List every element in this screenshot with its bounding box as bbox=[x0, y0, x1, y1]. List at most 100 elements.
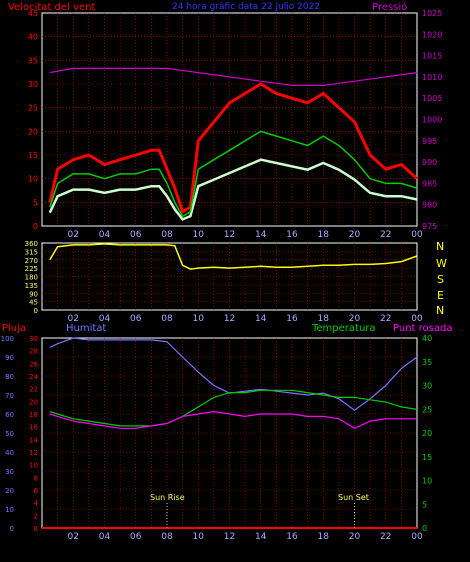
y-tick-rain: 2 bbox=[34, 512, 38, 520]
x-tick-label-p1: 14 bbox=[255, 230, 267, 240]
y-tick-humidity: 20 bbox=[5, 487, 14, 495]
x-tick-label-p2: 14 bbox=[255, 314, 267, 324]
x-tick-label-p2: 20 bbox=[349, 314, 361, 324]
y-tick-temperature: 25 bbox=[422, 405, 432, 414]
series-dewpoint bbox=[49, 410, 417, 429]
series-humidity bbox=[49, 337, 418, 411]
x-tick-label-p3: 16 bbox=[286, 532, 298, 542]
y-tick-wind: 30 bbox=[28, 80, 38, 89]
y-tick-direction: 225 bbox=[25, 265, 38, 273]
y-tick-temperature: 10 bbox=[422, 477, 432, 486]
y-tick-direction: 315 bbox=[25, 248, 38, 256]
y-tick-direction: 0 bbox=[34, 307, 38, 315]
y-tick-wind: 25 bbox=[28, 104, 38, 113]
y-tick-rain: 20 bbox=[29, 398, 38, 406]
dir-letter-e: E bbox=[437, 289, 444, 302]
y-tick-humidity: 40 bbox=[5, 449, 14, 457]
x-tick-label-p3: 00 bbox=[411, 532, 423, 542]
x-tick-label-p1: 16 bbox=[286, 230, 298, 240]
x-tick-label-p2: 18 bbox=[318, 314, 330, 324]
series-pressure bbox=[49, 67, 418, 86]
temperature-label: Temperatura bbox=[311, 323, 376, 334]
dir-letter-n2: N bbox=[436, 304, 444, 317]
dewpoint-label: Punt rosada bbox=[393, 323, 452, 334]
y-tick-wind: 15 bbox=[28, 151, 38, 160]
y-tick-temperature: 20 bbox=[422, 429, 432, 438]
chart-title: 24 hora gràfic data 22 Julio 2022 bbox=[172, 2, 320, 12]
x-tick-label-p1: 10 bbox=[193, 230, 205, 240]
humidity-label: Humitat bbox=[66, 323, 106, 334]
x-tick-label-p3: 08 bbox=[161, 532, 173, 542]
y-tick-temperature: 30 bbox=[422, 382, 432, 391]
x-tick-label-p3: 10 bbox=[193, 532, 205, 542]
x-tick-label-p3: 18 bbox=[318, 532, 330, 542]
y-tick-temperature: 5 bbox=[422, 500, 427, 509]
x-tick-label-p1: 22 bbox=[380, 230, 391, 240]
y-tick-rain: 0 bbox=[34, 525, 38, 533]
wind-panel-frame bbox=[41, 12, 418, 227]
y-tick-rain: 12 bbox=[29, 449, 38, 457]
y-tick-direction: 360 bbox=[25, 240, 38, 248]
y-tick-wind: 20 bbox=[28, 127, 38, 136]
x-tick-label-p3: 12 bbox=[224, 532, 235, 542]
y-tick-pressure: 1010 bbox=[422, 73, 442, 82]
y-tick-pressure: 1020 bbox=[422, 30, 442, 39]
grid-layer bbox=[42, 13, 417, 528]
x-tick-label-p3: 20 bbox=[349, 532, 361, 542]
y-tick-temperature: 35 bbox=[422, 358, 432, 367]
y-tick-pressure: 985 bbox=[422, 179, 437, 188]
x-tick-label-p2: 02 bbox=[68, 314, 79, 324]
y-tick-humidity: 70 bbox=[5, 392, 14, 400]
y-tick-pressure: 1000 bbox=[422, 116, 442, 125]
series-direction bbox=[49, 243, 418, 270]
x-tick-label-p1: 02 bbox=[68, 230, 79, 240]
x-tick-label-p2: 04 bbox=[99, 314, 111, 324]
y-tick-rain: 16 bbox=[29, 424, 38, 432]
x-tick-label-p2: 22 bbox=[380, 314, 391, 324]
y-tick-pressure: 980 bbox=[422, 201, 437, 210]
y-tick-rain: 10 bbox=[29, 462, 38, 470]
x-tick-label-p2: 10 bbox=[193, 314, 205, 324]
sunrise-label: Sun Rise bbox=[150, 493, 185, 502]
y-tick-rain: 18 bbox=[29, 411, 38, 419]
y-tick-humidity: 10 bbox=[5, 506, 14, 514]
rain-label: Pluja bbox=[2, 323, 26, 334]
x-tick-label-p1: 18 bbox=[318, 230, 330, 240]
y-tick-rain: 26 bbox=[29, 360, 38, 368]
x-tick-label-p2: 00 bbox=[411, 314, 423, 324]
x-tick-label-p1: 04 bbox=[99, 230, 111, 240]
y-tick-rain: 14 bbox=[29, 436, 38, 444]
pressure-title: Pressió bbox=[372, 1, 407, 13]
y-tick-rain: 24 bbox=[29, 373, 38, 381]
y-tick-humidity: 100 bbox=[1, 335, 14, 343]
x-tick-label-p1: 08 bbox=[161, 230, 173, 240]
series-wind-light bbox=[48, 158, 418, 221]
dir-letter-s: S bbox=[437, 273, 444, 286]
dir-letter-n1: N bbox=[436, 240, 444, 253]
y-tick-rain: 6 bbox=[34, 487, 39, 495]
series-wind-average bbox=[49, 130, 418, 218]
x-tick-label-p1: 00 bbox=[411, 230, 423, 240]
x-tick-label-p2: 08 bbox=[161, 314, 173, 324]
y-tick-wind: 0 bbox=[33, 222, 38, 231]
y-tick-humidity: 30 bbox=[5, 468, 14, 476]
x-tick-label-p1: 20 bbox=[349, 230, 361, 240]
y-tick-direction: 180 bbox=[25, 274, 38, 282]
y-tick-pressure: 1025 bbox=[422, 9, 442, 18]
series-layer bbox=[42, 67, 419, 529]
y-tick-wind: 10 bbox=[28, 175, 38, 184]
y-tick-humidity: 0 bbox=[10, 525, 14, 533]
x-tick-label-p3: 22 bbox=[380, 532, 391, 542]
series-temperature bbox=[49, 389, 418, 427]
y-tick-temperature: 0 bbox=[422, 524, 427, 533]
y-tick-pressure: 1005 bbox=[422, 94, 442, 103]
y-tick-temperature: 40 bbox=[422, 334, 432, 343]
y-tick-direction: 135 bbox=[25, 282, 38, 290]
y-tick-rain: 8 bbox=[34, 474, 38, 482]
y-tick-humidity: 60 bbox=[5, 411, 14, 419]
x-tick-label-p1: 12 bbox=[224, 230, 235, 240]
x-tick-label-p3: 04 bbox=[99, 532, 111, 542]
y-tick-humidity: 90 bbox=[5, 354, 14, 362]
y-tick-wind: 45 bbox=[28, 9, 38, 18]
dir-letter-w: W bbox=[436, 257, 447, 270]
